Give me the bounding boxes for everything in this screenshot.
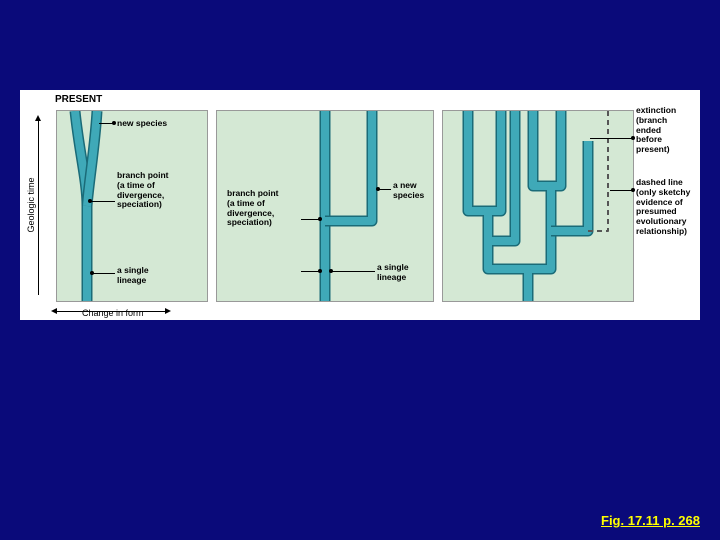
y-axis-arrow [38, 120, 39, 295]
label-single-lineage: a single lineage [117, 266, 149, 286]
pointer [301, 271, 321, 272]
label-branch-point: branch point (a time of divergence, spec… [117, 171, 168, 210]
label-new-species-b: a new species [393, 181, 424, 201]
label-single-lineage-b: a single lineage [377, 263, 409, 283]
figure-container: PRESENT Geologic time Change in form new… [20, 90, 700, 320]
pointer [91, 273, 115, 274]
figure-caption: Fig. 17.11 p. 268 [601, 513, 700, 528]
pointer [89, 201, 115, 202]
x-axis-label: Change in form [82, 308, 144, 318]
pointer [99, 123, 115, 124]
pointer [330, 271, 375, 272]
label-new-species: new species [117, 119, 167, 129]
panel-b: branch point (a time of divergence, spec… [216, 110, 434, 302]
pointer [610, 190, 634, 191]
label-extinction: extinction (branch ended before present) [636, 106, 676, 155]
panel-a: new species branch point (a time of dive… [56, 110, 208, 302]
y-axis-label: Geologic time [26, 177, 36, 232]
pointer [301, 219, 321, 220]
label-branch-point-b: branch point (a time of divergence, spec… [227, 189, 278, 228]
present-label: PRESENT [55, 94, 102, 105]
tree-c [443, 111, 633, 301]
pointer [590, 138, 634, 139]
label-dashed: dashed line (only sketchy evidence of pr… [636, 178, 690, 237]
pointer [377, 189, 391, 190]
